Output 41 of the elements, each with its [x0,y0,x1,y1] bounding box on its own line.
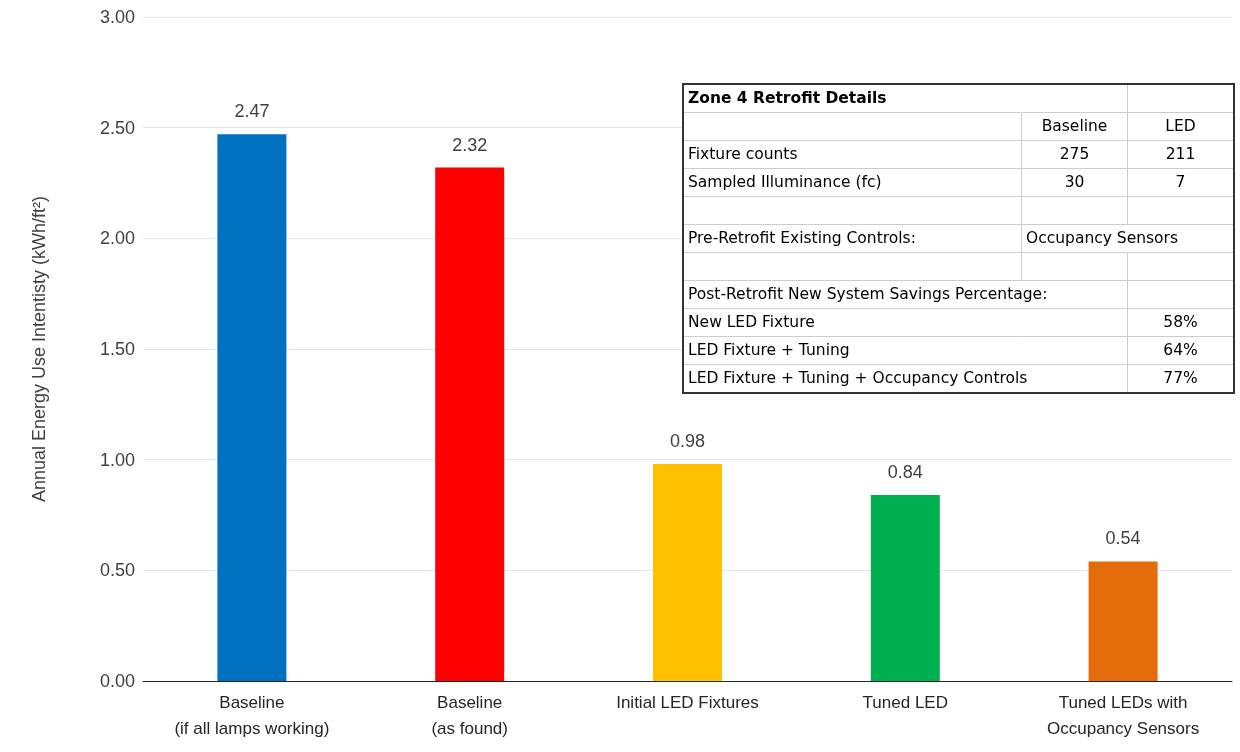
y-axis-title: Annual Energy Use Intentisty (kWh/ft²) [29,195,49,503]
y-tick-label: 3.00 [99,7,135,27]
annotation: Zone 4 Retrofit Details [684,85,1021,113]
y-tick-label: 1.00 [99,449,135,470]
annotation: 58% [1127,309,1233,337]
data-label: 0.84 [887,462,923,483]
annotation: Post-Retrofit New System Savings Percentage: [687,284,1048,305]
annotation: Occupancy Sensors [1025,228,1179,249]
y-tick-label: 1.50 [99,339,135,359]
data-label: 0.98 [669,431,706,452]
y-tick-label: 0.00 [99,671,135,691]
annotation: 211 [1127,141,1233,169]
y-tick-label: 2.50 [99,117,135,138]
annotation: 77% [1127,365,1233,392]
annotation: Pre-Retrofit Existing Controls: [684,225,1021,253]
data-label: 2.32 [452,134,488,155]
annotation: Baseline [1021,113,1127,141]
annotation: LED [1127,113,1233,141]
annotation: New LED Fixture [684,309,1021,337]
bar [653,464,722,681]
annotation: Sampled Illuminance (fc) [684,169,1021,197]
annotation: 30 [1021,169,1127,197]
x-tick-label: Baseline (as found) [431,692,508,738]
annotation: Fixture counts [684,141,1021,169]
y-tick-label: 0.50 [99,560,135,581]
bar [217,134,287,681]
annotation: LED Fixture + Tuning + Occupancy Controls [687,368,1028,389]
bar [870,495,940,681]
bar [435,167,505,681]
annotation: 64% [1127,337,1233,365]
x-tick-label: Initial LED Fixtures [616,692,759,712]
bar [1088,561,1158,681]
annotation: 7 [1127,169,1233,197]
y-tick-label: 2.00 [99,228,135,249]
data-label: 0.54 [1105,528,1141,549]
x-tick-label: Baseline (if all lamps working) [174,692,330,738]
x-tick-label: Tuned LEDs with Occupancy Sensors [1047,692,1200,738]
annotation: LED Fixture + Tuning [684,337,1021,365]
annotation: 275 [1021,141,1127,169]
x-tick-label: Tuned LED [862,692,948,712]
data-label: 2.47 [234,101,270,122]
